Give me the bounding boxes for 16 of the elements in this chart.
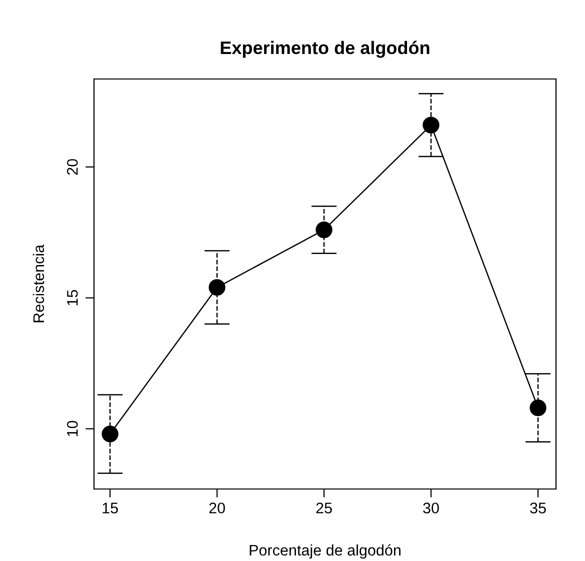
y-tick-label: 15 — [67, 290, 78, 306]
x-tick-label: 35 — [530, 502, 546, 514]
point — [208, 279, 226, 296]
chart-title: Experimento de algodón — [220, 40, 430, 58]
point — [316, 221, 332, 238]
point — [422, 116, 440, 134]
x-axis-title: Porcentaje de algodón — [250, 544, 400, 559]
y-tick-label: 20 — [66, 159, 78, 175]
x-tick-label: 25 — [316, 502, 332, 514]
x-tick-label: 20 — [209, 502, 225, 514]
y-tick-label: 10 — [66, 420, 78, 436]
y-axis-title: Recistencia — [32, 244, 44, 322]
point — [102, 426, 118, 442]
x-tick-label: 15 — [102, 502, 118, 514]
point — [530, 400, 546, 416]
x-tick-label: 30 — [423, 502, 439, 514]
